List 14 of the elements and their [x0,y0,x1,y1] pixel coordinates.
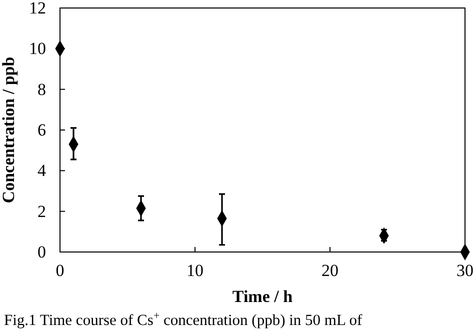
x-tick-label: 30 [456,261,474,280]
x-tick-label: 10 [186,261,204,280]
x-tick-label: 0 [56,261,64,280]
y-tick-label: 0 [38,242,46,262]
y-tick-label: 4 [38,161,46,180]
y-tick-label: 8 [38,80,46,99]
y-tick-label: 10 [29,39,46,58]
y-axis-title: Concentration / ppb [0,56,18,204]
y-tick-label: 2 [38,202,46,221]
y-tick-label: 12 [29,0,46,18]
caption: Fig.1 Time course of Cs$^{+}$ concentration (ppb) in 50 mL of [4,310,363,329]
x-axis-title: Time / h [232,287,294,306]
y-tick-label: 6 [38,120,46,140]
x-tick-label: 20 [322,261,338,280]
